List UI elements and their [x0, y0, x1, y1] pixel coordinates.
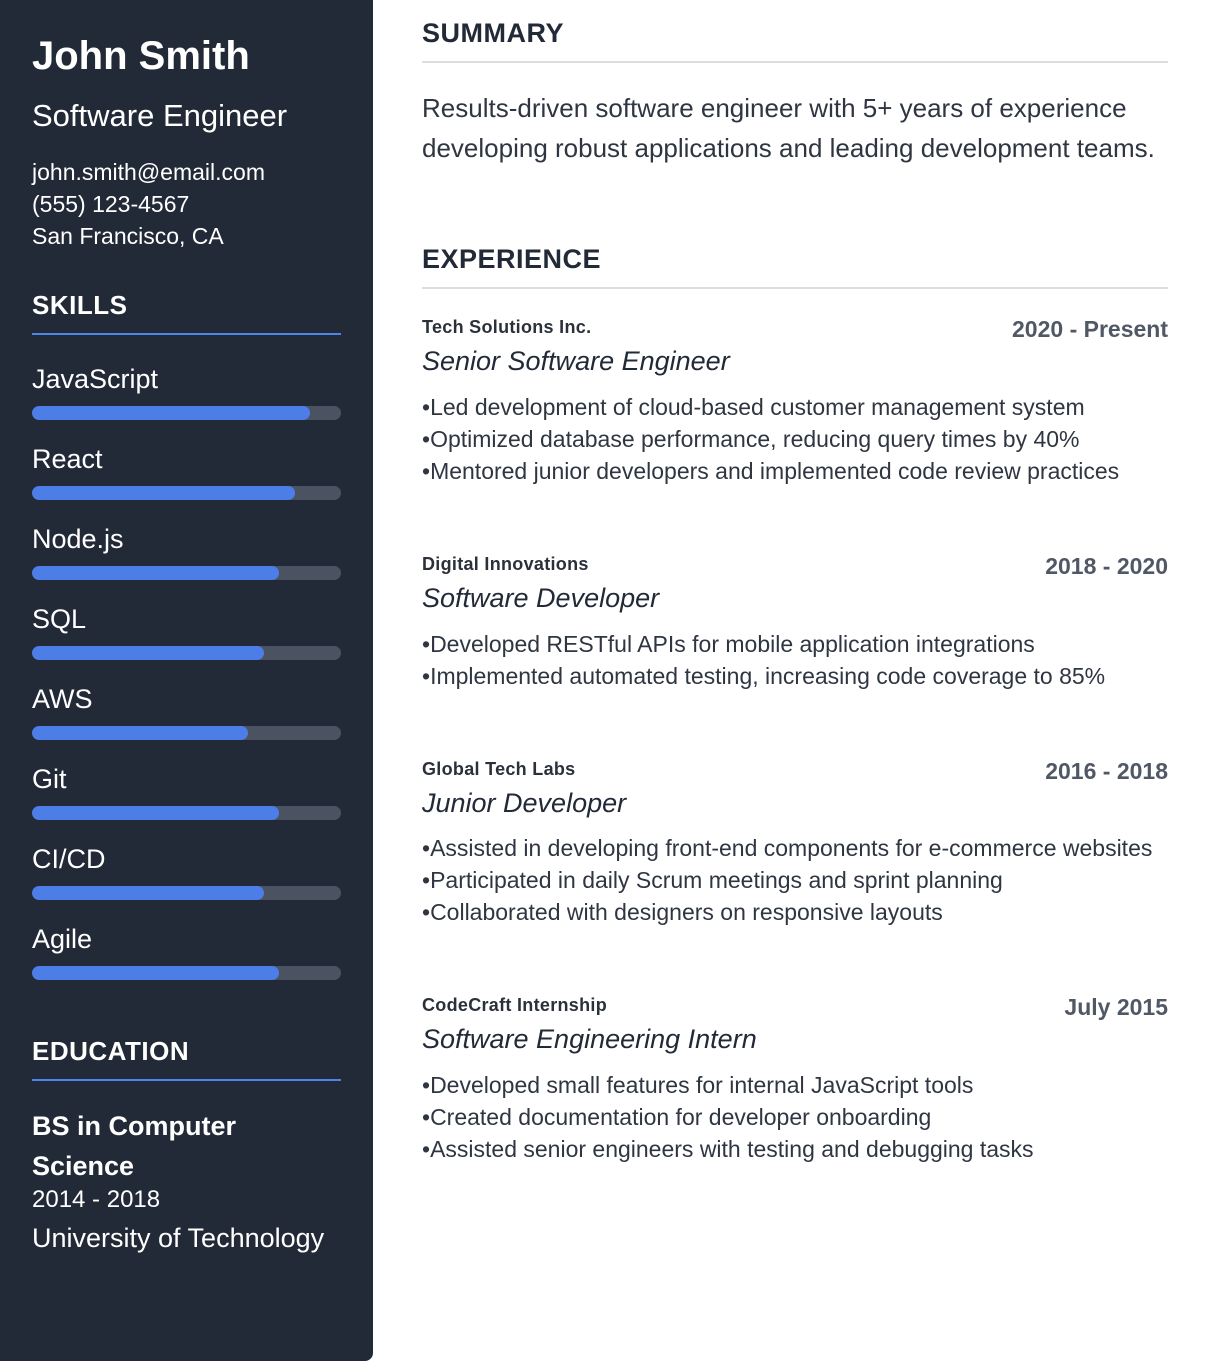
job-dates: 2020 - Present	[1012, 316, 1168, 342]
job-role: Software Engineering Intern	[422, 1024, 757, 1054]
job-bullets: Led development of cloud-based customer …	[422, 391, 1174, 487]
skill-label: Agile	[32, 924, 93, 954]
education-years: 2014 - 2018	[32, 1186, 161, 1213]
skill-label: Git	[32, 764, 67, 794]
skill-bar-fill	[32, 966, 280, 980]
skill-label: AWS	[32, 684, 93, 714]
skill-bar-fill	[32, 646, 264, 660]
skill-item: SQL	[32, 604, 341, 684]
candidate-name: John Smith	[32, 34, 250, 78]
skill-label: Node.js	[32, 524, 124, 554]
education-degree: BS in Computer Science	[32, 1111, 237, 1181]
summary-text: Results-driven software engineer with 5+…	[422, 93, 1155, 163]
skill-bar-track	[32, 406, 341, 420]
skill-item: AWS	[32, 684, 341, 764]
skill-bar-fill	[32, 406, 311, 420]
skills-heading: SKILLS	[32, 290, 341, 335]
job-dates: July 2015	[1064, 994, 1168, 1020]
location-text: San Francisco, CA	[32, 223, 224, 249]
education-school: University of Technology	[32, 1223, 325, 1253]
skill-item: Agile	[32, 924, 341, 1004]
job-role: Junior Developer	[422, 788, 627, 818]
job-bullets: Developed small features for internal Ja…	[422, 1069, 1174, 1165]
job-company: Global Tech Labs	[422, 759, 576, 779]
skill-bar-track	[32, 486, 341, 500]
job-bullets: Developed RESTful APIs for mobile applic…	[422, 628, 1174, 692]
job-role: Software Developer	[422, 583, 660, 613]
sidebar: John Smith Software Engineer john.smith@…	[0, 0, 373, 1361]
skill-item: Node.js	[32, 524, 341, 604]
education-heading: EDUCATION	[32, 1036, 341, 1081]
skill-bar-track	[32, 646, 341, 660]
skill-bar-fill	[32, 566, 280, 580]
job-bullet: Optimized database performance, reducing…	[422, 423, 1174, 455]
job-company: Digital Innovations	[422, 554, 589, 574]
skill-bar-track	[32, 886, 341, 900]
skill-label: React	[32, 444, 103, 474]
skill-label: SQL	[32, 604, 87, 634]
experience-heading: EXPERIENCE	[422, 244, 1168, 289]
skill-item: CI/CD	[32, 844, 341, 924]
skill-bar-track	[32, 726, 341, 740]
job-bullet: Participated in daily Scrum meetings and…	[422, 864, 1174, 896]
job-bullet: Led development of cloud-based customer …	[422, 391, 1174, 423]
skill-item: React	[32, 444, 341, 524]
summary-heading: SUMMARY	[422, 18, 1168, 63]
skill-item: Git	[32, 764, 341, 844]
job-role: Senior Software Engineer	[422, 346, 730, 376]
skill-bar-track	[32, 566, 341, 580]
job-bullets: Assisted in developing front-end compone…	[422, 832, 1174, 928]
skill-bar-track	[32, 806, 341, 820]
job-dates: 2018 - 2020	[1045, 553, 1168, 579]
skill-item: JavaScript	[32, 364, 341, 444]
job-bullet: Developed small features for internal Ja…	[422, 1069, 1174, 1101]
skill-label: CI/CD	[32, 844, 106, 874]
job-bullet: Implemented automated testing, increasin…	[422, 660, 1174, 692]
job-bullet: Collaborated with designers on responsiv…	[422, 896, 1174, 928]
phone-text: (555) 123-4567	[32, 191, 190, 217]
skill-bar-fill	[32, 486, 295, 500]
job-bullet: Mentored junior developers and implement…	[422, 455, 1174, 487]
job-title: Software Engineer	[32, 98, 288, 133]
job-bullet: Assisted in developing front-end compone…	[422, 832, 1174, 864]
job-bullet: Created documentation for developer onbo…	[422, 1101, 1174, 1133]
job-company: Tech Solutions Inc.	[422, 317, 592, 337]
email-text: john.smith@email.com	[32, 159, 265, 185]
skill-label: JavaScript	[32, 364, 159, 394]
skill-bar-fill	[32, 886, 264, 900]
job-company: CodeCraft Internship	[422, 995, 608, 1015]
skill-bar-fill	[32, 726, 249, 740]
job-dates: 2016 - 2018	[1045, 758, 1168, 784]
skill-bar-fill	[32, 806, 280, 820]
job-bullet: Developed RESTful APIs for mobile applic…	[422, 628, 1174, 660]
skill-bar-track	[32, 966, 341, 980]
job-bullet: Assisted senior engineers with testing a…	[422, 1133, 1174, 1165]
